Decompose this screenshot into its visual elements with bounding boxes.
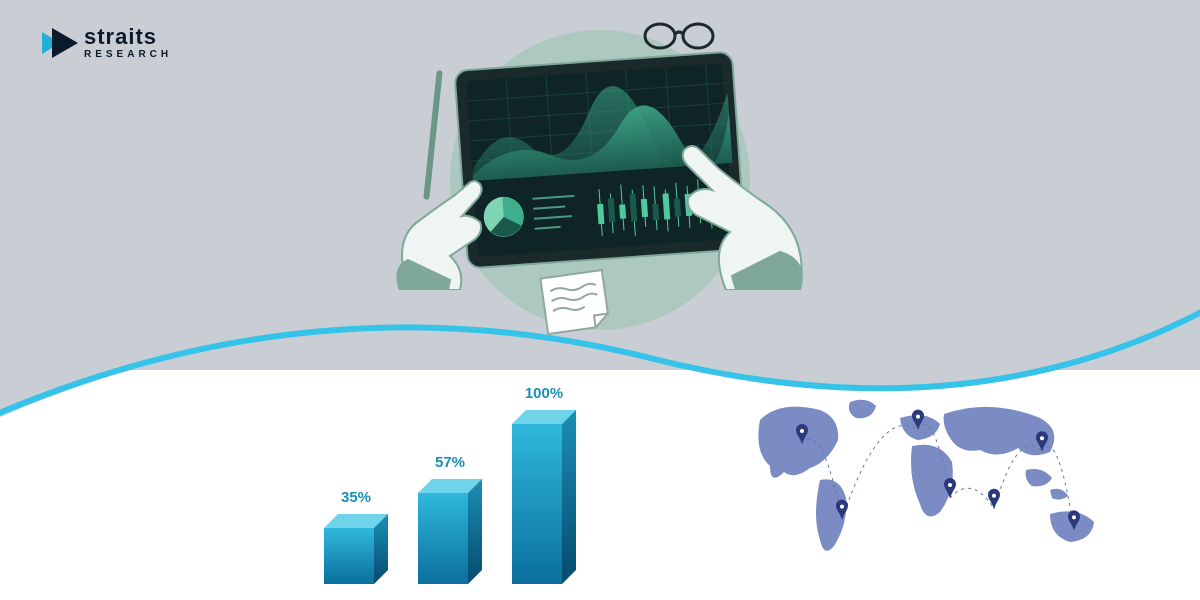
bar-3d-1: [418, 479, 482, 584]
bar-label-1: 57%: [435, 454, 465, 471]
note-body: [540, 270, 609, 334]
world-map: [730, 390, 1130, 570]
bar-3d-0: [324, 514, 388, 584]
bar-1: 57%: [418, 454, 482, 584]
logo-sub: RESEARCH: [84, 50, 172, 60]
bar-front-2: [512, 424, 562, 584]
tablet-illustration: [400, 10, 800, 350]
continents: [758, 400, 1094, 551]
bar-side-2: [562, 410, 576, 584]
map-route-1: [842, 425, 918, 519]
bar-label-0: 35%: [341, 489, 371, 506]
logo-word: straits: [84, 26, 172, 48]
bar-label-2: 100%: [525, 385, 563, 402]
infographic-canvas: straits RESEARCH: [0, 0, 1200, 600]
glasses-lens-right: [683, 24, 713, 48]
logo: straits RESEARCH: [42, 26, 172, 60]
glasses-icon: [640, 18, 720, 52]
bar-2: 100%: [512, 385, 576, 584]
logo-text: straits RESEARCH: [84, 26, 172, 60]
bar-side-0: [374, 514, 388, 584]
glasses-bridge: [675, 32, 683, 34]
glasses-lens-left: [645, 24, 675, 48]
bar-0: 35%: [324, 489, 388, 584]
logo-tri-2: [52, 28, 78, 58]
bar-front-1: [418, 493, 468, 584]
bar-front-0: [324, 528, 374, 584]
bar-3d-2: [512, 410, 576, 584]
map-marker-4: [988, 489, 1000, 509]
logo-mark-icon: [42, 28, 78, 58]
map-route-3: [950, 488, 994, 509]
bar-side-1: [468, 479, 482, 584]
bar-chart: 35% 57% 100%: [300, 384, 600, 584]
left-hand-icon: [390, 150, 540, 290]
sticky-note-icon: [536, 265, 614, 338]
right-hand-icon: [640, 120, 810, 290]
